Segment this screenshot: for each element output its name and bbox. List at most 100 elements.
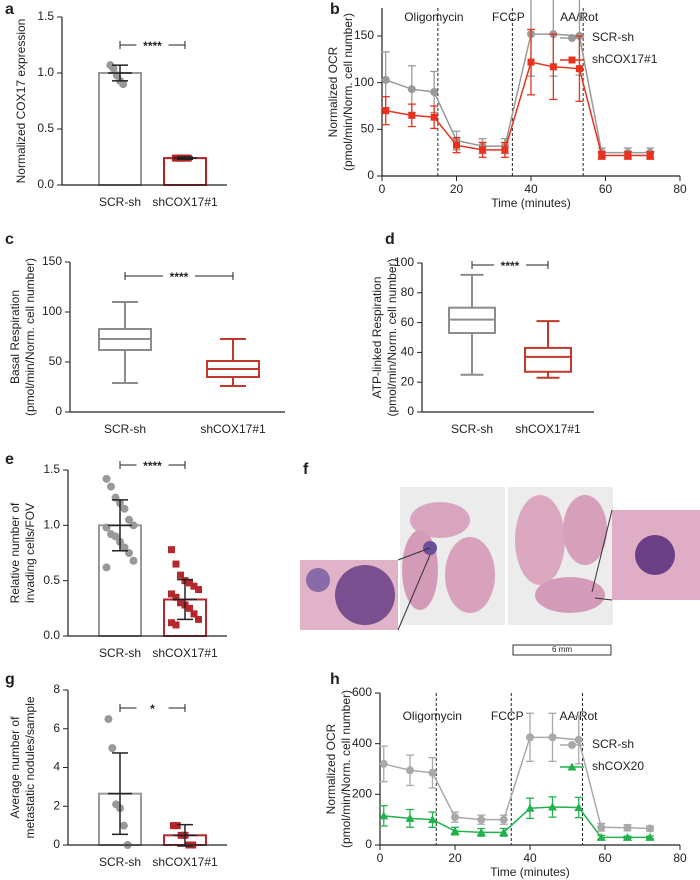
panel-letter: h <box>330 671 340 688</box>
data-point <box>646 151 654 159</box>
y-tick-label: 1.5 <box>43 462 60 476</box>
data-point <box>177 571 184 579</box>
y-axis-label: ATP-linked Respiration <box>370 277 384 399</box>
y-tick-label: 0 <box>53 837 60 851</box>
scale-bar <box>512 644 612 656</box>
y-axis-label: Relative number of <box>8 502 22 603</box>
panel-letter: d <box>385 231 395 248</box>
legend-label: SCR-sh <box>592 30 634 44</box>
x-tick-label: 40 <box>523 851 537 865</box>
y-tick-label: 0 <box>365 837 372 851</box>
y-tick-label: 0 <box>55 404 62 418</box>
x-tick-label: shCOX17#1 <box>152 646 218 660</box>
data-point <box>111 532 120 541</box>
significance: * <box>150 702 155 716</box>
significance: **** <box>170 270 189 284</box>
data-point <box>107 482 115 491</box>
data-point <box>408 111 416 119</box>
data-point <box>190 610 198 618</box>
x-tick-label: shCOX17#1 <box>152 195 218 209</box>
data-point <box>379 759 388 768</box>
y-axis-label: (pmol/min/Norm. cell number) <box>341 13 355 171</box>
series-line <box>385 61 651 157</box>
data-point <box>177 599 184 607</box>
data-point <box>129 556 138 565</box>
y-tick-label: 20 <box>401 374 415 388</box>
y-tick-label: 50 <box>49 354 63 368</box>
data-point <box>382 107 390 115</box>
significance-bg <box>136 460 169 470</box>
data-point <box>405 813 415 822</box>
y-tick-label: 1.0 <box>43 518 60 532</box>
x-tick-label: 60 <box>598 851 612 865</box>
y-tick-label: 0.0 <box>37 177 54 191</box>
y-tick-label: 8 <box>53 682 60 696</box>
tissue <box>445 537 495 613</box>
y-tick-label: 100 <box>354 75 374 89</box>
y-tick-label: 150 <box>42 254 62 268</box>
legend-label: shCOX17#1 <box>592 52 658 66</box>
panel-letter: c <box>5 231 14 248</box>
data-point <box>548 733 557 742</box>
legend-marker <box>567 762 577 771</box>
data-point <box>574 735 583 744</box>
data-point <box>428 768 437 777</box>
data-point <box>186 604 193 612</box>
y-tick-label: 0 <box>367 168 374 182</box>
x-tick-label: SCR-sh <box>451 422 493 436</box>
legend-label: SCR-sh <box>592 737 634 751</box>
data-point <box>168 590 175 598</box>
y-tick-label: 150 <box>354 28 374 42</box>
data-point <box>623 823 632 832</box>
connector <box>591 509 613 593</box>
data-point <box>598 151 606 159</box>
data-point <box>190 582 198 590</box>
data-point <box>623 832 632 841</box>
data-point <box>109 64 118 73</box>
data-point <box>646 824 654 833</box>
x-tick-label: SCR-sh <box>104 422 146 436</box>
panel-letter: e <box>5 451 14 468</box>
y-tick-label: 0 <box>407 404 414 418</box>
histology-panel: f 6 mm <box>300 461 700 656</box>
y-tick-label: 400 <box>352 736 372 750</box>
significance-bg <box>136 40 169 50</box>
y-tick-label: 1.0 <box>37 65 54 79</box>
data-point <box>120 543 129 552</box>
annotation-label: Oligomycin <box>403 709 462 723</box>
annotation-label: FCCP <box>491 709 524 723</box>
y-tick-label: 80 <box>401 285 415 299</box>
annotation-label: FCCP <box>492 10 525 24</box>
data-point <box>548 802 557 811</box>
data-point <box>406 766 414 775</box>
data-point <box>172 593 180 601</box>
bar <box>163 157 207 186</box>
data-point <box>549 63 557 71</box>
data-point <box>172 560 180 568</box>
tissue <box>563 495 607 565</box>
y-axis-label: Normalized COX17 expression <box>14 19 28 184</box>
y-axis-label: Basal Respiration <box>8 290 22 384</box>
data-point <box>525 803 535 812</box>
y-axis-label: (pmol/min/Norm. cell number) <box>23 258 37 416</box>
data-point <box>173 822 181 830</box>
panel-letter: b <box>330 1 340 18</box>
legend-marker <box>568 56 576 64</box>
y-axis-label: invading cells/FOV <box>23 503 37 603</box>
x-tick-label: shCOX17#1 <box>200 422 266 436</box>
y-axis-label: Normalized OCR <box>326 46 340 137</box>
x-tick-label: shCOX17#1 <box>152 855 218 869</box>
connector <box>397 554 431 631</box>
x-tick-label: 0 <box>379 182 386 196</box>
x-tick-label: shCOX17#1 <box>515 422 581 436</box>
connector <box>594 597 613 601</box>
data-point <box>125 515 133 524</box>
significance-bg <box>494 260 526 270</box>
data-point <box>527 58 535 66</box>
series-line <box>383 806 650 839</box>
data-point <box>168 619 175 627</box>
data-point <box>645 832 655 841</box>
data-point <box>499 827 509 836</box>
